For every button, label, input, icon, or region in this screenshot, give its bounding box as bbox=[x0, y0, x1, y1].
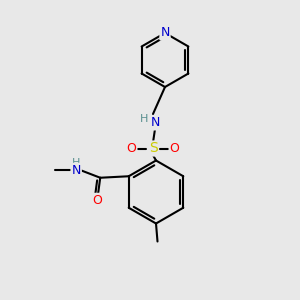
Text: N: N bbox=[71, 164, 81, 177]
Text: O: O bbox=[170, 142, 179, 155]
Text: O: O bbox=[127, 142, 136, 155]
Text: O: O bbox=[92, 194, 102, 207]
Text: S: S bbox=[148, 142, 158, 155]
Text: N: N bbox=[160, 26, 170, 40]
Text: H: H bbox=[72, 158, 80, 168]
Text: H: H bbox=[140, 114, 148, 124]
Text: N: N bbox=[150, 116, 160, 130]
